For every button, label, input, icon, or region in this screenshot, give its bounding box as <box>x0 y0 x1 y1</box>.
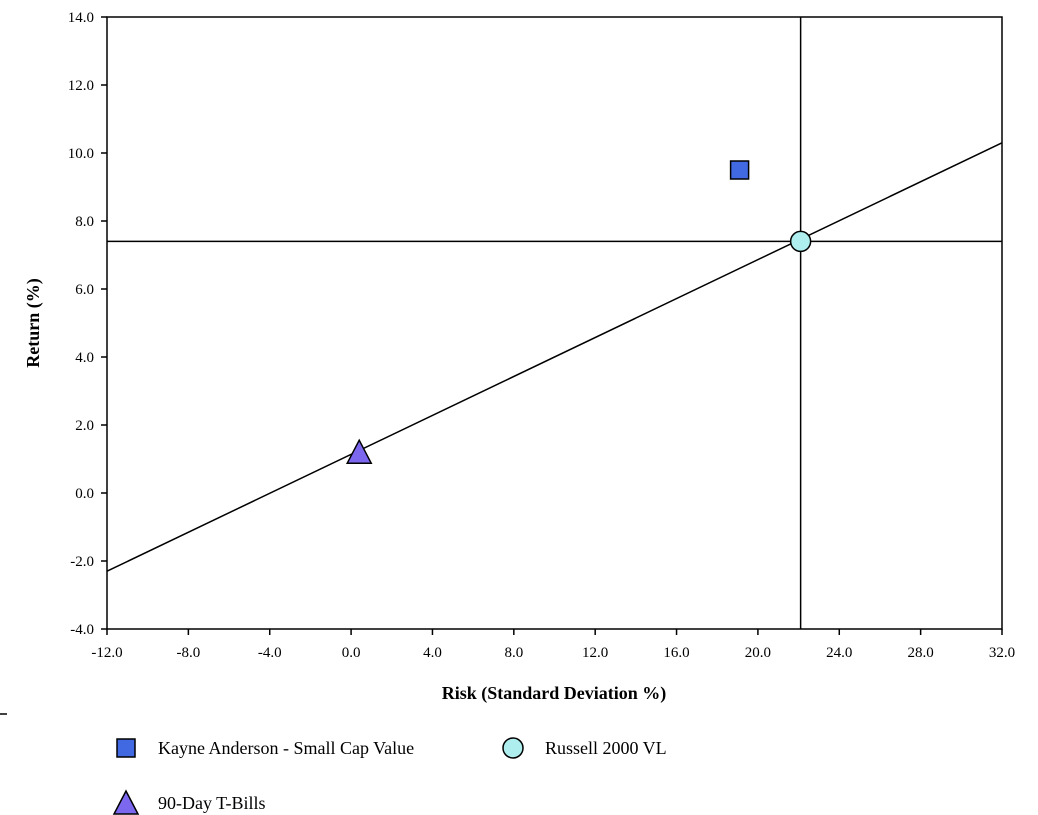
x-tick-label: 0.0 <box>342 645 361 661</box>
legend-marker-square <box>116 738 136 758</box>
y-tick-label: 8.0 <box>75 214 94 230</box>
y-axis-ticks: -4.0 -2.0 0.0 2.0 4.0 6.0 8.0 10.0 12.0 14.0 <box>68 10 107 638</box>
x-tick-label: -8.0 <box>176 645 200 661</box>
y-tick-label: 4.0 <box>75 350 94 366</box>
x-tick-label: 28.0 <box>908 645 934 661</box>
y-tick-label: -4.0 <box>70 622 94 638</box>
y-tick-label: 6.0 <box>75 282 94 298</box>
x-tick-label: -12.0 <box>91 645 122 661</box>
point-triangle <box>345 438 373 464</box>
x-tick-label: -4.0 <box>258 645 282 661</box>
y-tick-label: 2.0 <box>75 418 94 434</box>
y-tick-label: 12.0 <box>68 78 94 94</box>
x-tick-label: 20.0 <box>745 645 771 661</box>
x-tick-label: 32.0 <box>989 645 1015 661</box>
legend-label: 90-Day T-Bills <box>158 793 266 813</box>
x-tick-label: 8.0 <box>504 645 523 661</box>
y-tick-label: -2.0 <box>70 554 94 570</box>
legend-label: Russell 2000 VL <box>545 738 667 758</box>
point-circle <box>789 230 812 253</box>
x-tick-label: 12.0 <box>582 645 608 661</box>
legend: Kayne Anderson - Small Cap Value Russell … <box>112 737 667 815</box>
reference-lines <box>106 17 1003 629</box>
y-tick-label: 10.0 <box>68 146 94 162</box>
x-tick-label: 4.0 <box>423 645 442 661</box>
legend-marker-triangle <box>112 789 140 815</box>
y-tick-label: 14.0 <box>68 10 94 26</box>
x-tick-label: 24.0 <box>826 645 852 661</box>
y-tick-label: 0.0 <box>75 486 94 502</box>
legend-label: Kayne Anderson - Small Cap Value <box>158 738 414 758</box>
capital-market-line <box>106 142 1003 572</box>
plot-area <box>106 16 1003 630</box>
x-tick-label: 16.0 <box>663 645 689 661</box>
point-square <box>729 160 750 180</box>
data-points <box>345 160 812 464</box>
x-axis-title: Risk (Standard Deviation %) <box>442 683 667 704</box>
x-axis-ticks: -12.0 -8.0 -4.0 0.0 4.0 8.0 12.0 16.0 20.0 24.0 28… <box>91 629 1015 661</box>
y-axis-title: Return (%) <box>23 278 44 367</box>
legend-marker-circle <box>502 737 524 759</box>
